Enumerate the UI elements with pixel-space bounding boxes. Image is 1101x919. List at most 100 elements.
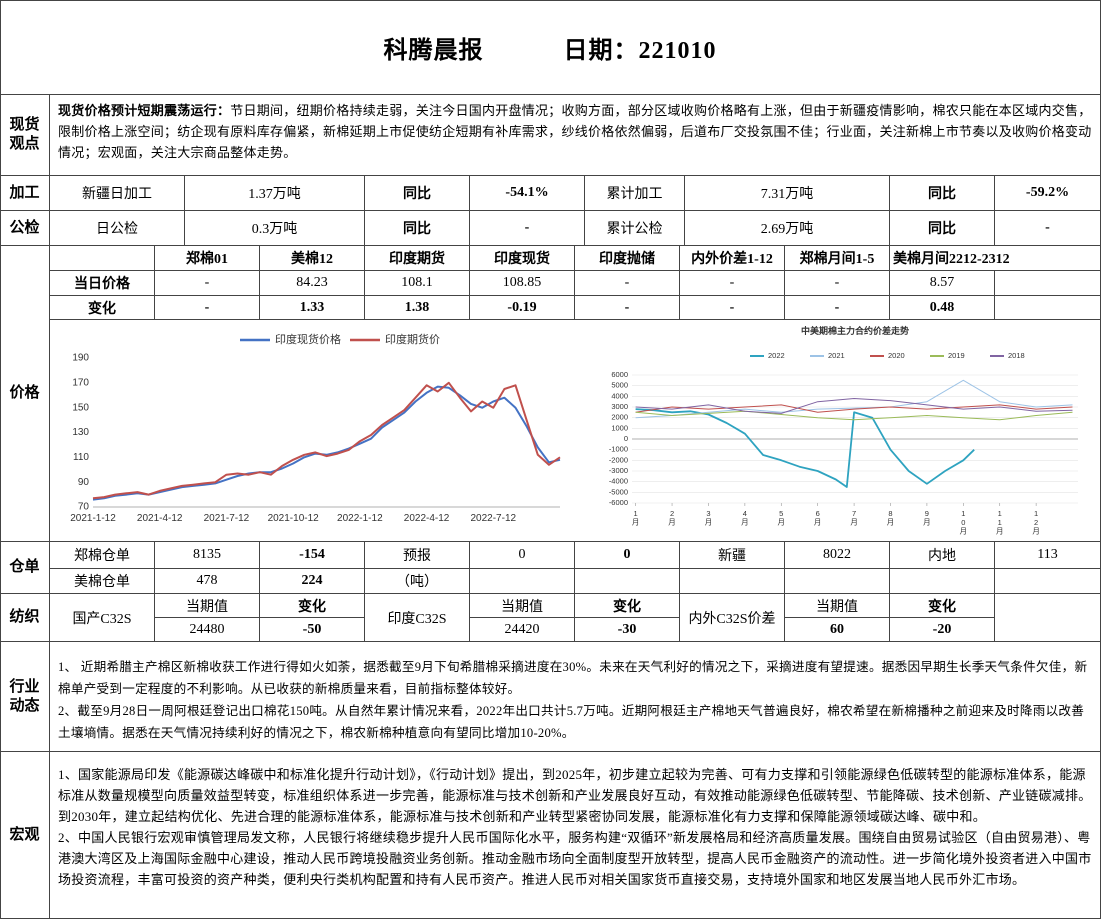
cell: -0.19 xyxy=(470,296,575,320)
cell: （吨） xyxy=(365,569,470,594)
y-tick-label: -3000 xyxy=(609,466,628,475)
x-tick-label: 2022-4-12 xyxy=(404,513,450,524)
cell: 8022 xyxy=(785,542,890,569)
text: 科腾晨报 xyxy=(383,37,484,64)
cell: 内外C32S价差 xyxy=(680,594,785,642)
cell: 宏观 xyxy=(0,752,50,919)
y-tick-label: 5000 xyxy=(611,381,628,390)
cell: 现货观点 xyxy=(0,95,50,176)
line-series xyxy=(635,379,1073,419)
cell: 国产C32S xyxy=(50,594,155,642)
cell: 1、国家能源局印发《能源碳达峰碳中和标准化提升行动计划》，《行动计划》提出，到2… xyxy=(50,752,1101,919)
cell: 预报 xyxy=(365,542,470,569)
text: 纺织 xyxy=(9,609,40,625)
y-tick-label: 130 xyxy=(72,427,89,438)
x-tick-label: 12月 xyxy=(1032,509,1041,536)
cell: 现货价格预计短期震荡运行：节日期间，纽期价格持续走弱，关注今日国内开盘情况；收购… xyxy=(50,95,1101,176)
cell: 印度抛储 xyxy=(575,246,680,271)
cell: 1.33 xyxy=(260,296,365,320)
text: 1、国家能源局印发《能源碳达峰碳中和标准化提升行动计划》，《行动计划》提出，到2… xyxy=(58,767,1092,824)
cell: - xyxy=(785,271,890,296)
text: 2、截至9月28日一周阿根廷登记出口棉花150吨。从自然年累计情况来看，2022… xyxy=(58,704,1085,740)
cell: 郑棉仓单 xyxy=(50,542,155,569)
x-tick-label: 2022-1-12 xyxy=(337,513,383,524)
legend-label: 印度期货价 xyxy=(385,332,440,346)
text: 价格 xyxy=(9,385,40,401)
cell: 印度期货 xyxy=(365,246,470,271)
cell: 美棉12 xyxy=(260,246,365,271)
x-tick-label: 2021-10-12 xyxy=(268,513,320,524)
cell: 科腾晨报 日期：221010 xyxy=(0,0,1101,95)
cell: 60 xyxy=(785,618,890,642)
y-tick-label: 4000 xyxy=(611,391,628,400)
cell: 变化 xyxy=(260,594,365,618)
y-tick-label: 150 xyxy=(72,402,89,413)
text: 现货观点 xyxy=(9,117,40,152)
line-series xyxy=(635,408,975,488)
text: 加工 xyxy=(9,184,40,201)
cell: 224 xyxy=(260,569,365,594)
y-tick-label: -2000 xyxy=(609,455,628,464)
cell: 同比 xyxy=(890,176,995,211)
cell: 478 xyxy=(155,569,260,594)
cell: - xyxy=(680,296,785,320)
text: 2、中国人民银行宏观审慎管理局发文称，人民银行将继续稳步提升人民币国际化水平，服… xyxy=(58,830,1092,887)
legend-label: 印度现货价格 xyxy=(275,332,341,346)
cell: 0.3万吨 xyxy=(185,211,365,246)
cell: 24420 xyxy=(470,618,575,642)
cell xyxy=(785,569,890,594)
cell: - xyxy=(155,271,260,296)
cell: 变化 xyxy=(50,296,155,320)
x-tick-label: 2021-4-12 xyxy=(137,513,183,524)
cell: 同比 xyxy=(365,211,470,246)
x-tick-label: 4月 xyxy=(740,509,749,527)
y-tick-label: 0 xyxy=(624,434,628,443)
cell: 当期值 xyxy=(785,594,890,618)
cell: 美棉月间2212-2312 xyxy=(890,246,1101,271)
x-tick-label: 7月 xyxy=(850,509,859,527)
text: 节日期间，纽期价格持续走弱，关注今日国内开盘情况；收购方面，部分区域收购价格略有… xyxy=(58,103,1092,160)
cell: 24480 xyxy=(155,618,260,642)
cell: 累计加工 xyxy=(585,176,685,211)
cell: 当期值 xyxy=(470,594,575,618)
y-tick-label: 3000 xyxy=(611,402,628,411)
cell: -30 xyxy=(575,618,680,642)
x-tick-label: 3月 xyxy=(704,509,713,527)
cell xyxy=(680,569,785,594)
text: 公检 xyxy=(9,219,40,236)
cell: 日公检 xyxy=(50,211,185,246)
cell: -59.2% xyxy=(995,176,1101,211)
cell: - xyxy=(155,296,260,320)
cell: - xyxy=(575,296,680,320)
cell: 纺织 xyxy=(0,594,50,642)
cell: - xyxy=(785,296,890,320)
chart-title: 中美期棉主力合约价差走势 xyxy=(801,325,909,336)
cell: 2.69万吨 xyxy=(685,211,890,246)
cell xyxy=(575,569,680,594)
x-tick-label: 2月 xyxy=(668,509,677,527)
cell: 1.38 xyxy=(365,296,470,320)
cell: 美棉仓单 xyxy=(50,569,155,594)
cell: 0 xyxy=(470,542,575,569)
cell: -20 xyxy=(890,618,995,642)
cell: - xyxy=(995,211,1101,246)
cell: 1.37万吨 xyxy=(185,176,365,211)
cell: - xyxy=(575,271,680,296)
cell: 1、 近期希腊主产棉区新棉收获工作进行得如火如荼，据悉截至9月下旬希腊棉采摘进度… xyxy=(50,642,1101,752)
y-tick-label: 190 xyxy=(72,353,89,364)
cell: 8135 xyxy=(155,542,260,569)
cell: 加工 xyxy=(0,176,50,211)
cell: 新疆日加工 xyxy=(50,176,185,211)
line-series xyxy=(635,404,1073,413)
line-series xyxy=(92,381,561,500)
cell: 仓单 xyxy=(0,542,50,594)
cell: -50 xyxy=(260,618,365,642)
x-tick-label: 2021-1-12 xyxy=(70,513,116,524)
cell: 同比 xyxy=(890,211,995,246)
cell: 变化 xyxy=(890,594,995,618)
legend-label: 2019 xyxy=(948,351,965,360)
cell: 新疆 xyxy=(680,542,785,569)
cell: 84.23 xyxy=(260,271,365,296)
cell: - xyxy=(470,211,585,246)
